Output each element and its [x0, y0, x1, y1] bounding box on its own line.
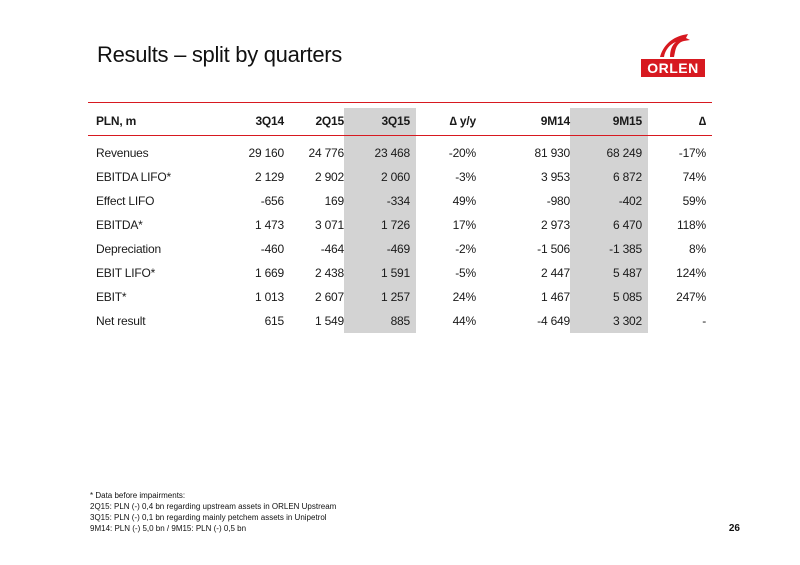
footnotes: * Data before impairments: 2Q15: PLN (-)… [90, 490, 336, 534]
table-cell: -3% [455, 170, 476, 184]
orlen-logo: ORLEN [641, 30, 705, 80]
table-cell: 5 487 [570, 261, 648, 285]
table-row: EBITDA* 1 473 3 071 1 726 17% 2 973 6 470 118% [88, 213, 712, 237]
table-cell: -464 [320, 242, 344, 256]
table-cell: 124% [676, 266, 706, 280]
header-rule [88, 102, 712, 103]
table-cell: 2 902 [314, 170, 344, 184]
col-header-9m14: 9M14 [540, 114, 570, 129]
table-cell: 74% [682, 170, 707, 184]
table-row: EBITDA LIFO* 2 129 2 902 2 060 -3% 3 953 6 872… [88, 165, 712, 189]
footnote-line: 9M14: PLN (-) 5,0 bn / 9M15: PLN (-) 0,5… [90, 524, 247, 533]
table-cell: 3 953 [540, 170, 570, 184]
table-cell: 81 930 [534, 146, 570, 161]
row-label: Effect LIFO [96, 194, 155, 208]
table-cell: 1 591 [344, 261, 416, 285]
col-header-3q15: 3Q15 [344, 108, 416, 135]
eagle-icon [660, 34, 690, 57]
table-cell: 885 [344, 309, 416, 333]
table-cell: -402 [570, 189, 648, 213]
table-cell: -17% [678, 146, 706, 161]
table-cell: -5% [455, 266, 476, 280]
row-label: EBIT* [96, 290, 127, 304]
table-cell: 2 447 [540, 266, 570, 280]
col-header-9m15: 9M15 [570, 108, 648, 135]
table-cell: 3 302 [570, 309, 648, 333]
row-label: Revenues [96, 146, 149, 161]
page-number: 26 [728, 523, 740, 534]
table-cell: 5 085 [570, 285, 648, 309]
table-cell: -460 [260, 242, 284, 256]
table-cell: 3 071 [314, 218, 344, 232]
table-cell: -1 506 [537, 242, 570, 256]
table-cell: 59% [682, 194, 707, 208]
col-header-label: PLN, m [96, 114, 137, 129]
table-cell: 169 [324, 194, 345, 208]
table-cell: 1 726 [344, 213, 416, 237]
table-cell: 17% [452, 218, 477, 232]
col-header-3q14: 3Q14 [255, 114, 284, 129]
table-row: Effect LIFO -656 169 -334 49% -980 -402 59% [88, 189, 712, 213]
table-cell: 1 257 [344, 285, 416, 309]
table-row: Revenues 29 160 24 776 23 468 -20% 81 930 68 2… [88, 135, 712, 165]
table-cell: -656 [260, 194, 284, 208]
table-cell: 2 973 [540, 218, 570, 232]
table-row: Net result 615 1 549 885 44% -4 649 3 302 - [88, 309, 712, 333]
table-cell: -20% [448, 146, 476, 161]
table-cell: 24% [452, 290, 477, 304]
table-cell: -4 649 [537, 314, 570, 328]
row-label: EBITDA* [96, 218, 143, 232]
row-label: Net result [96, 314, 146, 328]
table-header-row: PLN, m 3Q14 2Q15 3Q15 ∆ y/y 9M14 9M15 ∆ [88, 108, 712, 135]
table-cell: 6 470 [570, 213, 648, 237]
table-cell: 68 249 [570, 135, 648, 165]
table-cell: -1 385 [570, 237, 648, 261]
table-cell: - [702, 314, 706, 328]
table-cell: 29 160 [248, 146, 284, 161]
table-row: EBIT LIFO* 1 669 2 438 1 591 -5% 2 447 5 487 12… [88, 261, 712, 285]
col-header-2q15: 2Q15 [315, 114, 344, 129]
table-row: EBIT* 1 013 2 607 1 257 24% 1 467 5 085 247% [88, 285, 712, 309]
footnote-line: 3Q15: PLN (-) 0,1 bn regarding mainly pe… [90, 513, 327, 522]
row-label: Depreciation [96, 242, 161, 256]
row-label: EBIT LIFO* [96, 266, 156, 280]
table-cell: 2 129 [254, 170, 284, 184]
table-cell: 8% [689, 242, 706, 256]
table-cell: 1 669 [254, 266, 284, 280]
row-label: EBITDA LIFO* [96, 170, 171, 184]
table-cell: 2 438 [314, 266, 344, 280]
table-cell: 2 060 [344, 165, 416, 189]
table-cell: -469 [344, 237, 416, 261]
table-cell: 1 473 [254, 218, 284, 232]
table-cell: 118% [676, 218, 706, 232]
table-cell: 44% [452, 314, 477, 328]
table-cell: -980 [546, 194, 570, 208]
col-header-delta-yy: ∆ y/y [449, 114, 477, 129]
table-cell: 615 [264, 314, 285, 328]
table-cell: 1 549 [314, 314, 344, 328]
results-table: PLN, m 3Q14 2Q15 3Q15 ∆ y/y 9M14 9M15 ∆ … [88, 108, 712, 333]
footnote-line: * Data before impairments: [90, 491, 186, 500]
col-header-delta: ∆ [698, 114, 706, 129]
table-cell: 2 607 [314, 290, 344, 304]
table-cell: 1 467 [540, 290, 570, 304]
table-cell: 247% [676, 290, 706, 304]
footnote-line: 2Q15: PLN (-) 0,4 bn regarding upstream … [90, 502, 337, 511]
logo-wordmark: ORLEN [641, 59, 705, 77]
table-cell: 24 776 [308, 146, 344, 161]
table-cell: -334 [344, 189, 416, 213]
table-cell: 49% [452, 194, 477, 208]
table-cell: -2% [455, 242, 476, 256]
table-row: Depreciation -460 -464 -469 -2% -1 506 -1 385 8… [88, 237, 712, 261]
table-cell: 1 013 [254, 290, 284, 304]
table-cell: 6 872 [570, 165, 648, 189]
table-cell: 23 468 [344, 135, 416, 165]
page-title: Results – split by quarters [97, 42, 343, 67]
